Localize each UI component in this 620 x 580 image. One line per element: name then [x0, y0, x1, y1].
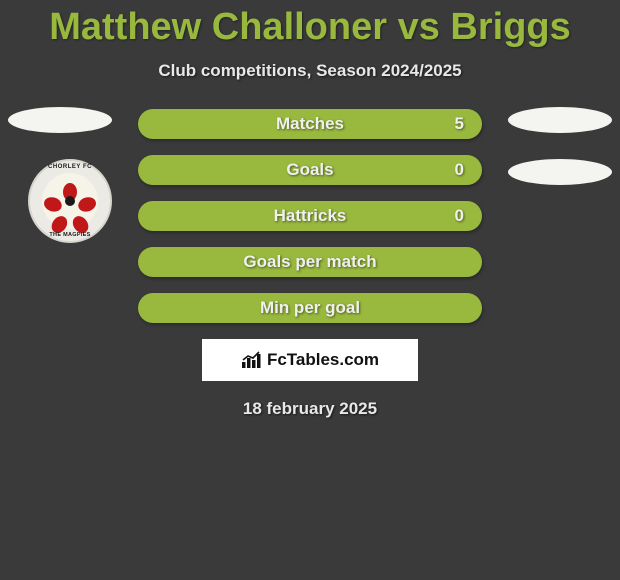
comparison-area: CHORLEY FC THE MAGPIES Matches 5 Goals 0 [0, 109, 620, 419]
club-badge: CHORLEY FC THE MAGPIES [28, 159, 112, 243]
stat-bar-goals-per-match: Goals per match [138, 247, 482, 277]
date-text: 18 february 2025 [0, 399, 620, 419]
stat-bar-goals: Goals 0 [138, 155, 482, 185]
brand-text: FcTables.com [267, 350, 379, 370]
brand-chart-icon [241, 351, 263, 369]
stat-value: 5 [455, 114, 464, 134]
stat-value: 0 [455, 206, 464, 226]
rose-icon [53, 184, 87, 218]
player-left-pill-0 [8, 107, 112, 133]
badge-ring: CHORLEY FC THE MAGPIES [28, 159, 112, 243]
subtitle: Club competitions, Season 2024/2025 [0, 61, 620, 81]
badge-inner [42, 173, 98, 229]
badge-text-top: CHORLEY FC [30, 164, 110, 170]
stat-value: 0 [455, 160, 464, 180]
badge-text-bottom: THE MAGPIES [30, 232, 110, 238]
stat-label: Goals per match [138, 252, 482, 272]
stat-label: Min per goal [138, 298, 482, 318]
player-right-pill-1 [508, 159, 612, 185]
stat-label: Matches [138, 114, 482, 134]
stat-bar-hattricks: Hattricks 0 [138, 201, 482, 231]
page-title: Matthew Challoner vs Briggs [0, 0, 620, 49]
stat-bars: Matches 5 Goals 0 Hattricks 0 Goals per … [138, 109, 482, 323]
stat-label: Goals [138, 160, 482, 180]
stat-bar-matches: Matches 5 [138, 109, 482, 139]
brand-box: FcTables.com [202, 339, 418, 381]
player-right-pill-0 [508, 107, 612, 133]
stat-bar-min-per-goal: Min per goal [138, 293, 482, 323]
stat-label: Hattricks [138, 206, 482, 226]
